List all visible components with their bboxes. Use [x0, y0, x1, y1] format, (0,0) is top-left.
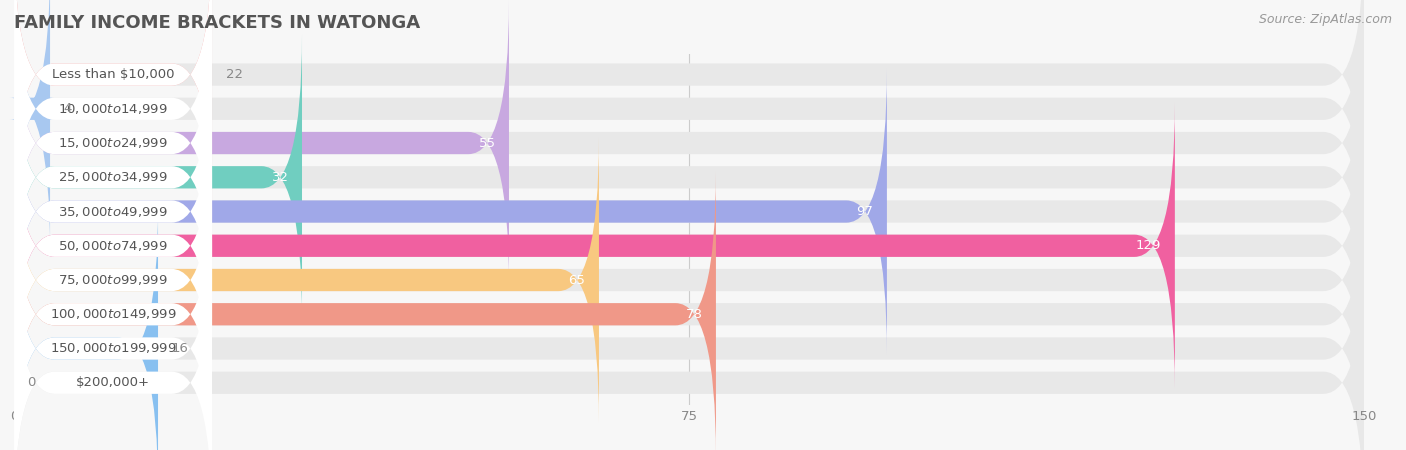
FancyBboxPatch shape: [14, 206, 157, 450]
FancyBboxPatch shape: [14, 171, 212, 450]
FancyBboxPatch shape: [14, 68, 887, 355]
FancyBboxPatch shape: [14, 34, 302, 320]
Text: 4: 4: [63, 102, 72, 115]
FancyBboxPatch shape: [14, 103, 1175, 389]
FancyBboxPatch shape: [14, 103, 212, 389]
Text: $10,000 to $14,999: $10,000 to $14,999: [58, 102, 167, 116]
Text: FAMILY INCOME BRACKETS IN WATONGA: FAMILY INCOME BRACKETS IN WATONGA: [14, 14, 420, 32]
FancyBboxPatch shape: [14, 206, 1364, 450]
Text: $35,000 to $49,999: $35,000 to $49,999: [58, 204, 167, 219]
FancyBboxPatch shape: [14, 240, 212, 450]
Text: $25,000 to $34,999: $25,000 to $34,999: [58, 170, 167, 184]
Text: $200,000+: $200,000+: [76, 376, 150, 389]
Text: 32: 32: [271, 171, 288, 184]
FancyBboxPatch shape: [10, 0, 55, 252]
Text: 65: 65: [568, 274, 585, 287]
FancyBboxPatch shape: [14, 137, 599, 423]
Text: 78: 78: [686, 308, 703, 321]
FancyBboxPatch shape: [14, 206, 212, 450]
Text: 55: 55: [478, 136, 495, 149]
Text: 22: 22: [225, 68, 242, 81]
Text: 0: 0: [28, 376, 37, 389]
Text: $75,000 to $99,999: $75,000 to $99,999: [58, 273, 167, 287]
FancyBboxPatch shape: [14, 34, 212, 320]
FancyBboxPatch shape: [14, 34, 1364, 320]
FancyBboxPatch shape: [14, 68, 1364, 355]
FancyBboxPatch shape: [14, 0, 212, 217]
FancyBboxPatch shape: [14, 0, 212, 252]
FancyBboxPatch shape: [14, 0, 1364, 252]
FancyBboxPatch shape: [14, 240, 1364, 450]
FancyBboxPatch shape: [14, 0, 212, 217]
FancyBboxPatch shape: [14, 171, 716, 450]
FancyBboxPatch shape: [14, 0, 212, 286]
Text: $15,000 to $24,999: $15,000 to $24,999: [58, 136, 167, 150]
FancyBboxPatch shape: [14, 68, 212, 355]
FancyBboxPatch shape: [14, 171, 1364, 450]
Text: Source: ZipAtlas.com: Source: ZipAtlas.com: [1258, 14, 1392, 27]
FancyBboxPatch shape: [14, 0, 1364, 217]
FancyBboxPatch shape: [14, 0, 1364, 286]
Text: 129: 129: [1136, 239, 1161, 252]
FancyBboxPatch shape: [14, 137, 1364, 423]
Text: $150,000 to $199,999: $150,000 to $199,999: [49, 342, 176, 356]
Text: Less than $10,000: Less than $10,000: [52, 68, 174, 81]
FancyBboxPatch shape: [14, 103, 1364, 389]
FancyBboxPatch shape: [14, 0, 509, 286]
Text: $100,000 to $149,999: $100,000 to $149,999: [49, 307, 176, 321]
Text: 97: 97: [856, 205, 873, 218]
Text: 16: 16: [172, 342, 188, 355]
FancyBboxPatch shape: [14, 137, 212, 423]
Text: $50,000 to $74,999: $50,000 to $74,999: [58, 239, 167, 253]
